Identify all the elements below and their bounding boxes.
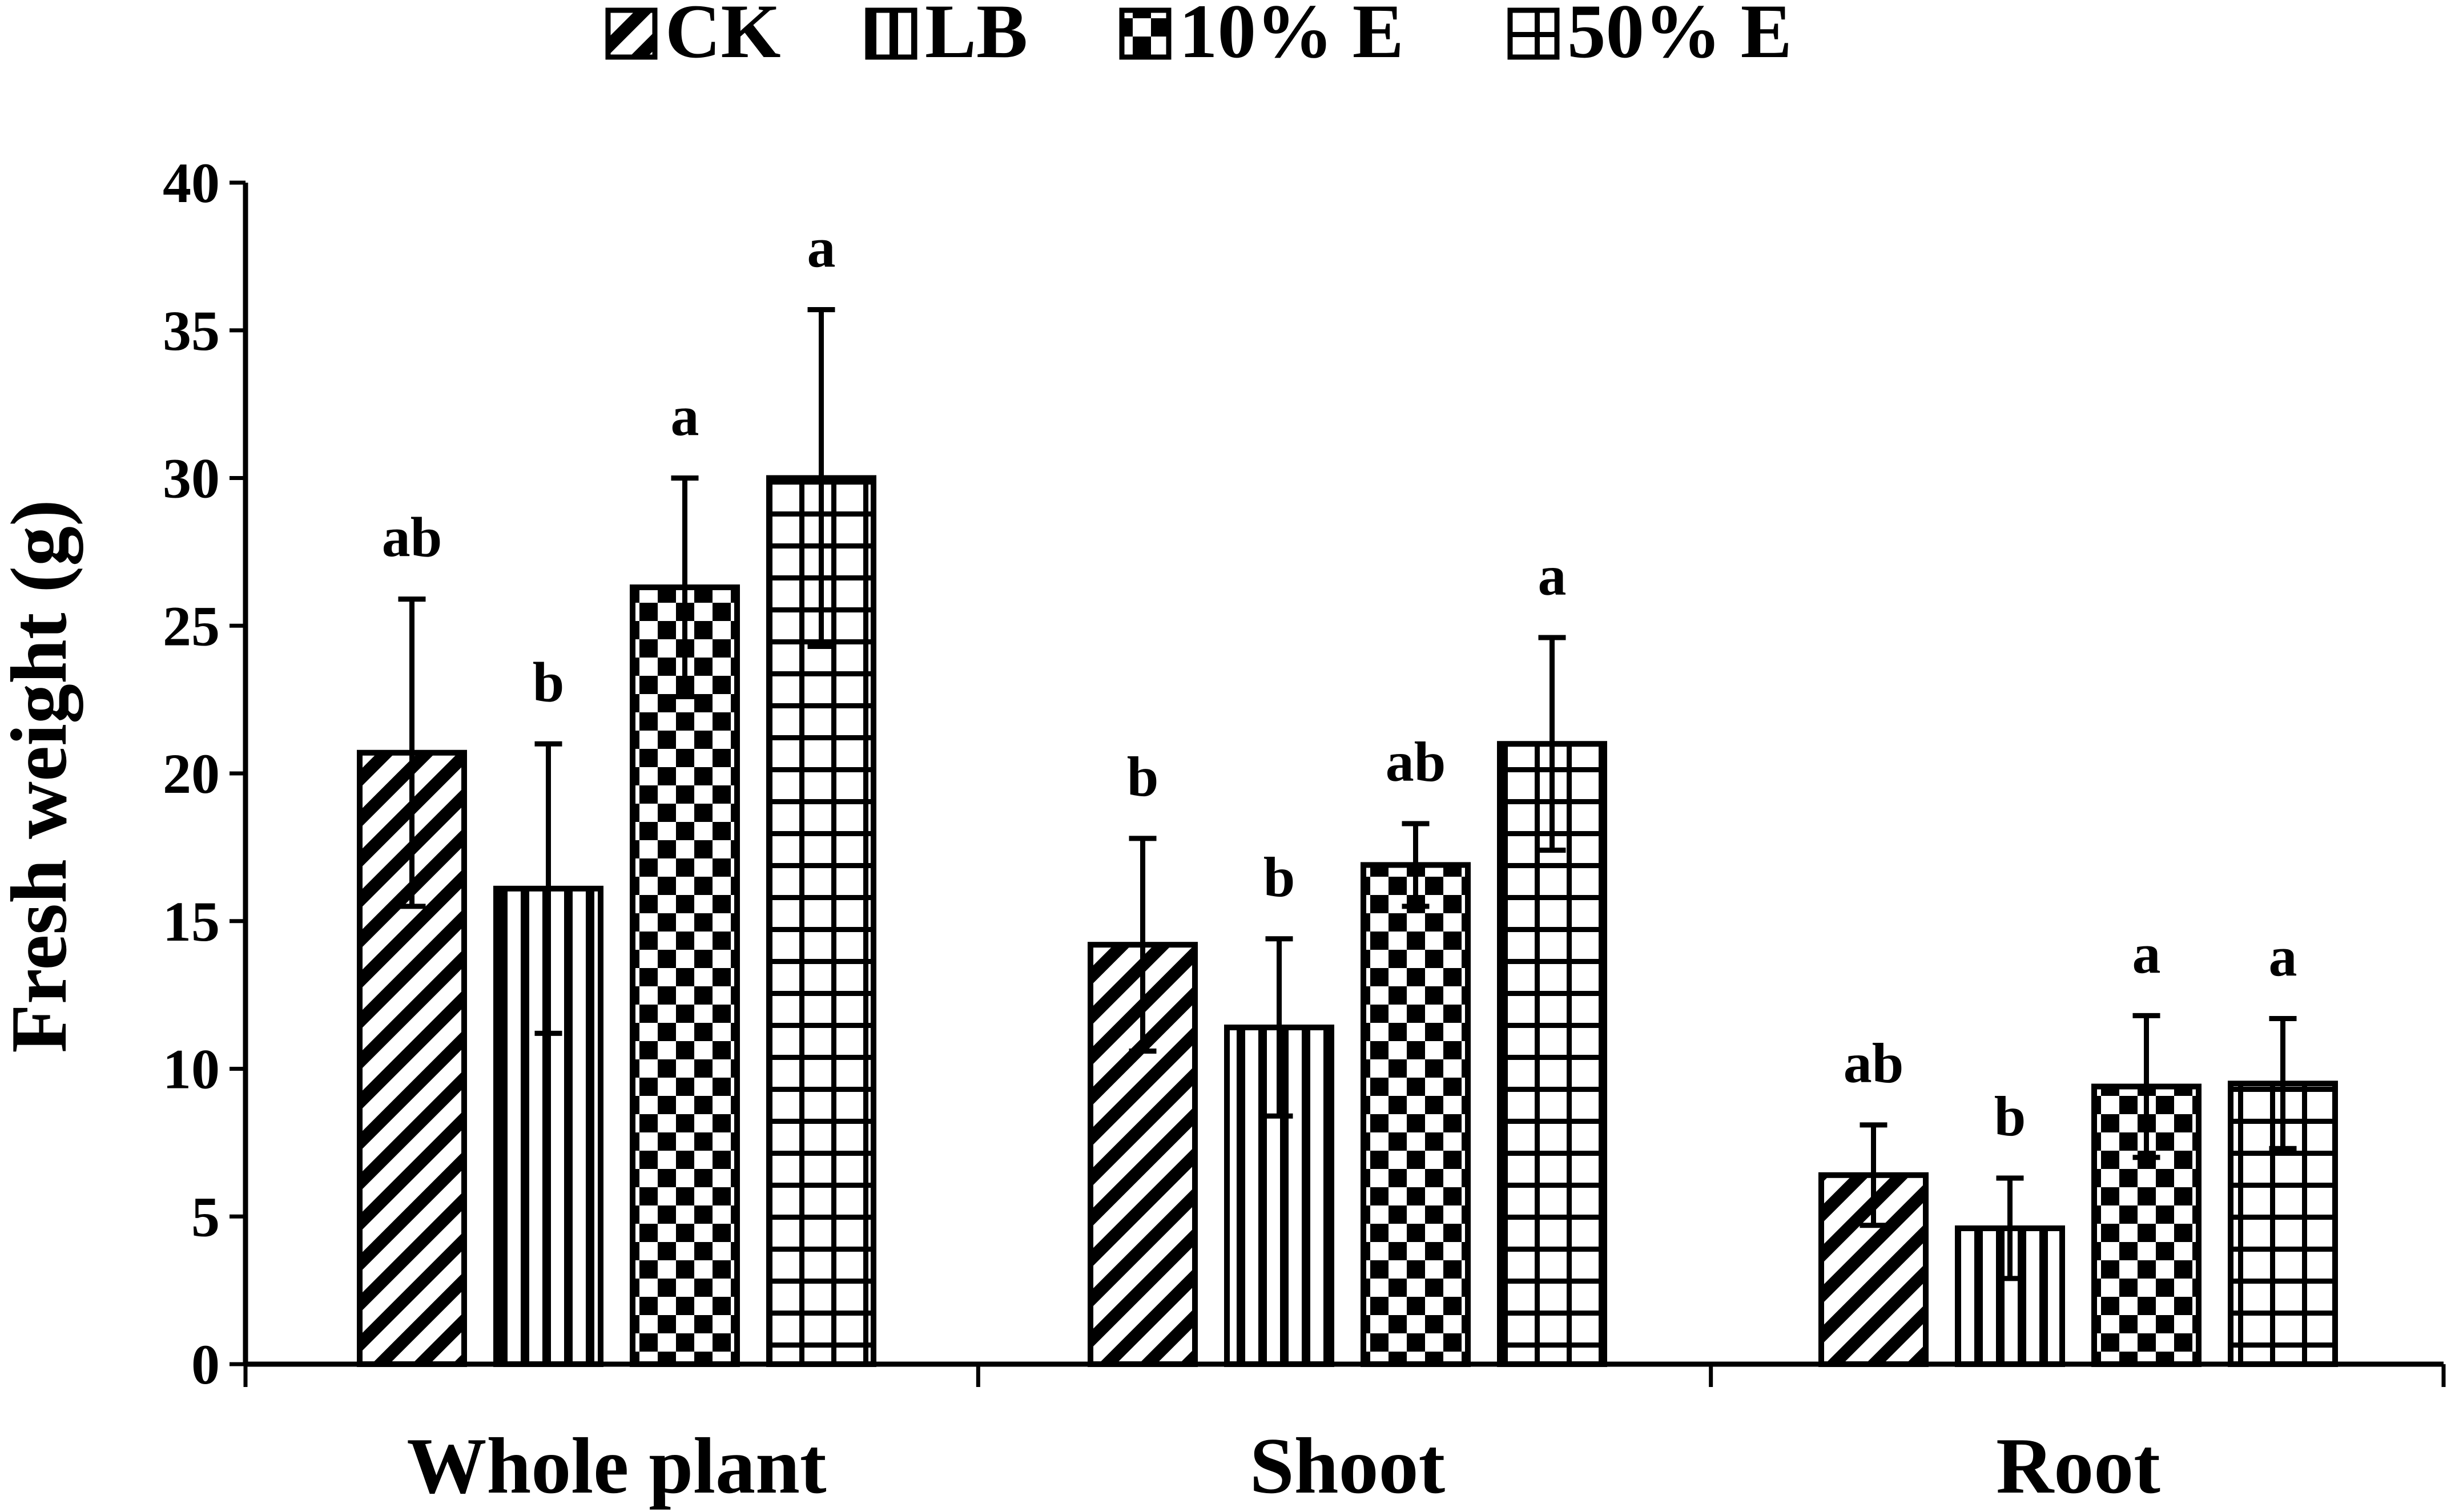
significance-letter: a [1538, 544, 1567, 607]
legend-label: 50% E [1567, 0, 1792, 74]
y-tick-label: 15 [163, 890, 220, 953]
y-tick-label: 0 [191, 1333, 220, 1396]
bar [630, 584, 740, 1367]
y-tick-label: 20 [163, 742, 220, 805]
significance-letter: a [671, 385, 699, 448]
significance-letter: ab [382, 506, 442, 569]
y-tick-label: 40 [163, 151, 220, 215]
bar [1361, 862, 1471, 1368]
y-tick-label: 25 [163, 594, 220, 658]
y-axis: 0 5 10 15 20 25 30 35 40 [163, 151, 248, 1396]
significance-letter: b [533, 650, 565, 713]
legend-label: LB [925, 0, 1028, 74]
significance-letter: ab [1386, 730, 1446, 793]
y-tick-label: 5 [191, 1185, 220, 1248]
x-category-label: Root [1996, 1422, 2160, 1510]
legend-label: 10% E [1179, 0, 1404, 74]
x-category-label: Whole plant [407, 1422, 826, 1510]
x-category-label: Shoot [1250, 1422, 1445, 1510]
significance-letter: b [1127, 745, 1159, 808]
significance-letter: a [2132, 922, 2161, 985]
legend-swatch [865, 7, 917, 60]
y-tick-label: 35 [163, 299, 220, 362]
significance-letter: ab [1844, 1031, 1904, 1095]
legend-label: CK [665, 0, 781, 74]
bars: ab b ab b b b a ab a a a a [357, 216, 2338, 1368]
legend-swatch [1507, 7, 1560, 60]
significance-letter: b [1994, 1084, 2026, 1148]
y-axis-label: Fresh weight (g) [0, 499, 83, 1053]
significance-letter: a [2269, 925, 2297, 989]
legend: CK LB 10% E 50% E [605, 0, 1792, 74]
significance-letter: a [807, 216, 836, 280]
y-tick-label: 30 [163, 447, 220, 510]
y-tick-label: 10 [163, 1038, 220, 1101]
significance-letter: b [1263, 845, 1295, 909]
x-axis: Whole plant Shoot Root [243, 1361, 2446, 1510]
legend-swatch [1119, 7, 1172, 60]
legend-swatch [605, 7, 658, 60]
